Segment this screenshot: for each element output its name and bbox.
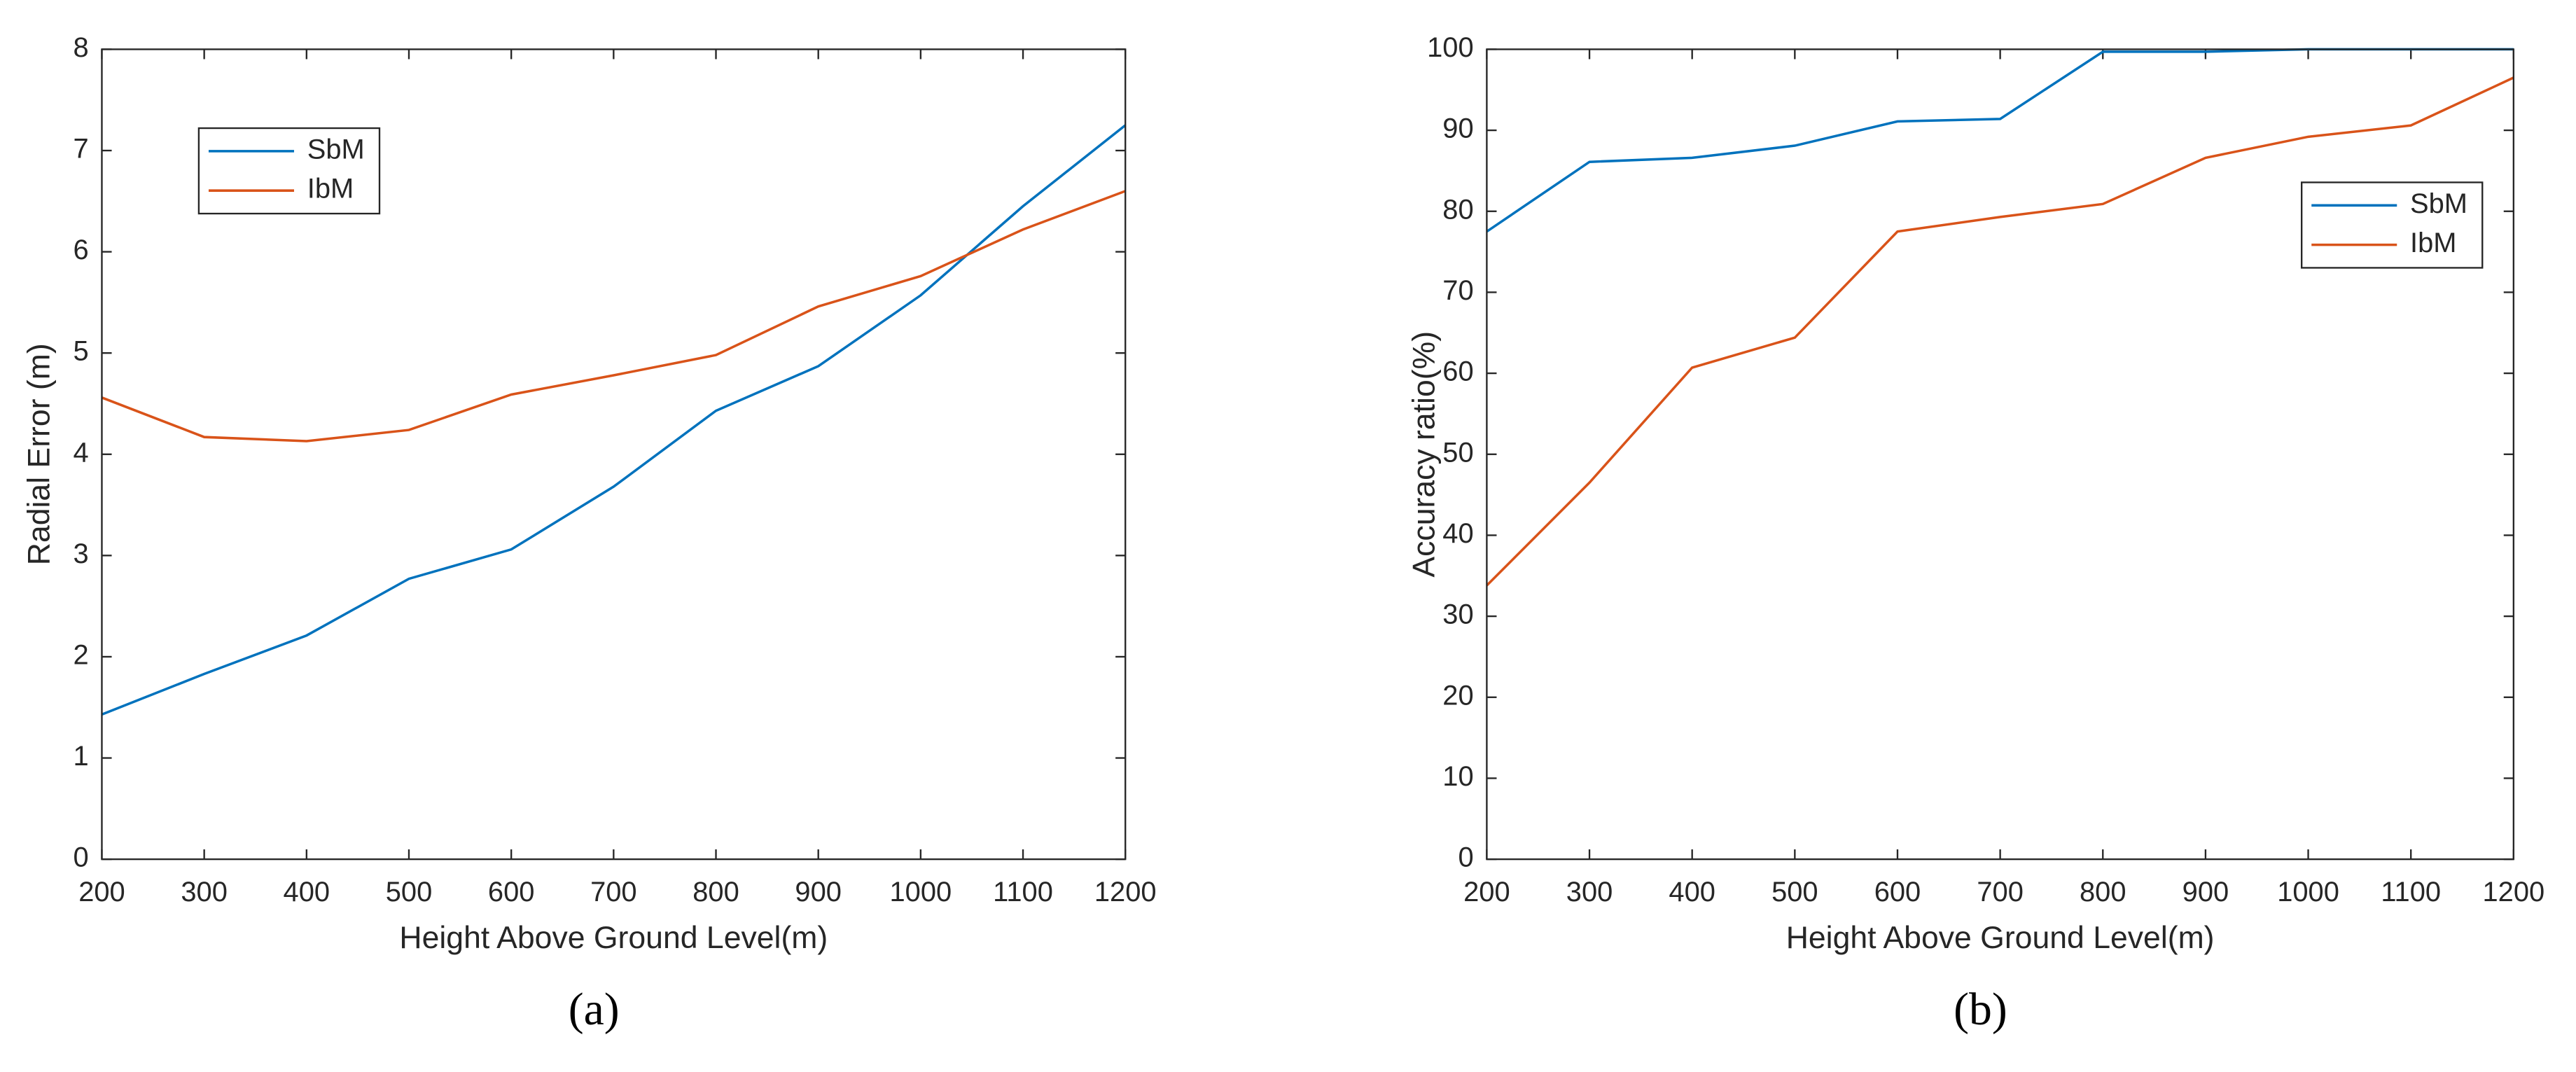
y-tick-label: 3: [74, 538, 89, 569]
plot-frame: [1486, 48, 2515, 861]
plot-frame: [101, 48, 1127, 861]
y-tick-label: 100: [1427, 32, 1474, 63]
legend-label: SbM: [307, 134, 365, 165]
line-series: [101, 190, 1126, 443]
x-tick-label: 400: [284, 877, 330, 907]
line-series: [1486, 76, 2514, 587]
x-tick-label: 1100: [2381, 877, 2441, 907]
y-axis-label: Radial Error (m): [22, 343, 56, 565]
x-axis-label: Height Above Ground Level(m): [1786, 921, 2215, 955]
x-tick-label: 800: [692, 877, 739, 907]
y-tick-label: 50: [1442, 437, 1473, 468]
y-tick-label: 0: [1458, 842, 1473, 873]
y-tick-label: 30: [1442, 599, 1473, 630]
legend-label: SbM: [2410, 188, 2467, 219]
legend-label: IbM: [307, 174, 354, 204]
y-tick-label: 20: [1442, 680, 1473, 711]
x-tick-label: 700: [590, 877, 637, 907]
x-tick-label: 500: [1771, 877, 1818, 907]
y-tick-label: 60: [1442, 356, 1473, 387]
caption: (a): [569, 984, 620, 1035]
y-tick-label: 10: [1442, 761, 1473, 792]
x-tick-label: 700: [1977, 877, 2024, 907]
y-tick-label: 8: [74, 32, 89, 63]
x-tick-label: 500: [386, 877, 433, 907]
x-tick-label: 1000: [2277, 877, 2339, 907]
legend-box: [197, 127, 381, 215]
y-tick-label: 1: [74, 741, 89, 772]
x-tick-label: 200: [1463, 877, 1510, 907]
x-tick-label: 200: [78, 877, 125, 907]
x-tick-label: 1200: [1094, 877, 1157, 907]
y-tick-label: 7: [74, 134, 89, 165]
x-tick-label: 300: [181, 877, 228, 907]
x-tick-label: 400: [1669, 877, 1715, 907]
y-tick-label: 70: [1442, 275, 1473, 306]
y-tick-label: 4: [74, 437, 89, 468]
x-tick-label: 1200: [2482, 877, 2544, 907]
x-axis-label: Height Above Ground Level(m): [399, 921, 828, 955]
y-tick-label: 80: [1442, 194, 1473, 225]
x-tick-label: 900: [795, 877, 842, 907]
legend-box: [2300, 181, 2484, 269]
y-tick-label: 6: [74, 235, 89, 265]
y-tick-label: 5: [74, 336, 89, 367]
legend-label: IbM: [2410, 228, 2456, 258]
caption: (b): [1954, 984, 2007, 1035]
x-tick-label: 800: [2080, 877, 2126, 907]
x-tick-label: 300: [1566, 877, 1613, 907]
y-tick-label: 40: [1442, 518, 1473, 549]
x-tick-label: 1000: [890, 877, 952, 907]
y-tick-label: 0: [74, 842, 89, 873]
line-series: [101, 124, 1127, 716]
y-tick-label: 90: [1442, 113, 1473, 144]
x-tick-label: 600: [488, 877, 535, 907]
y-tick-label: 2: [74, 639, 89, 670]
x-tick-label: 1100: [993, 877, 1053, 907]
x-tick-label: 900: [2182, 877, 2229, 907]
y-axis-label: Accuracy ratio(%): [1407, 331, 1441, 578]
x-tick-label: 600: [1874, 877, 1921, 907]
